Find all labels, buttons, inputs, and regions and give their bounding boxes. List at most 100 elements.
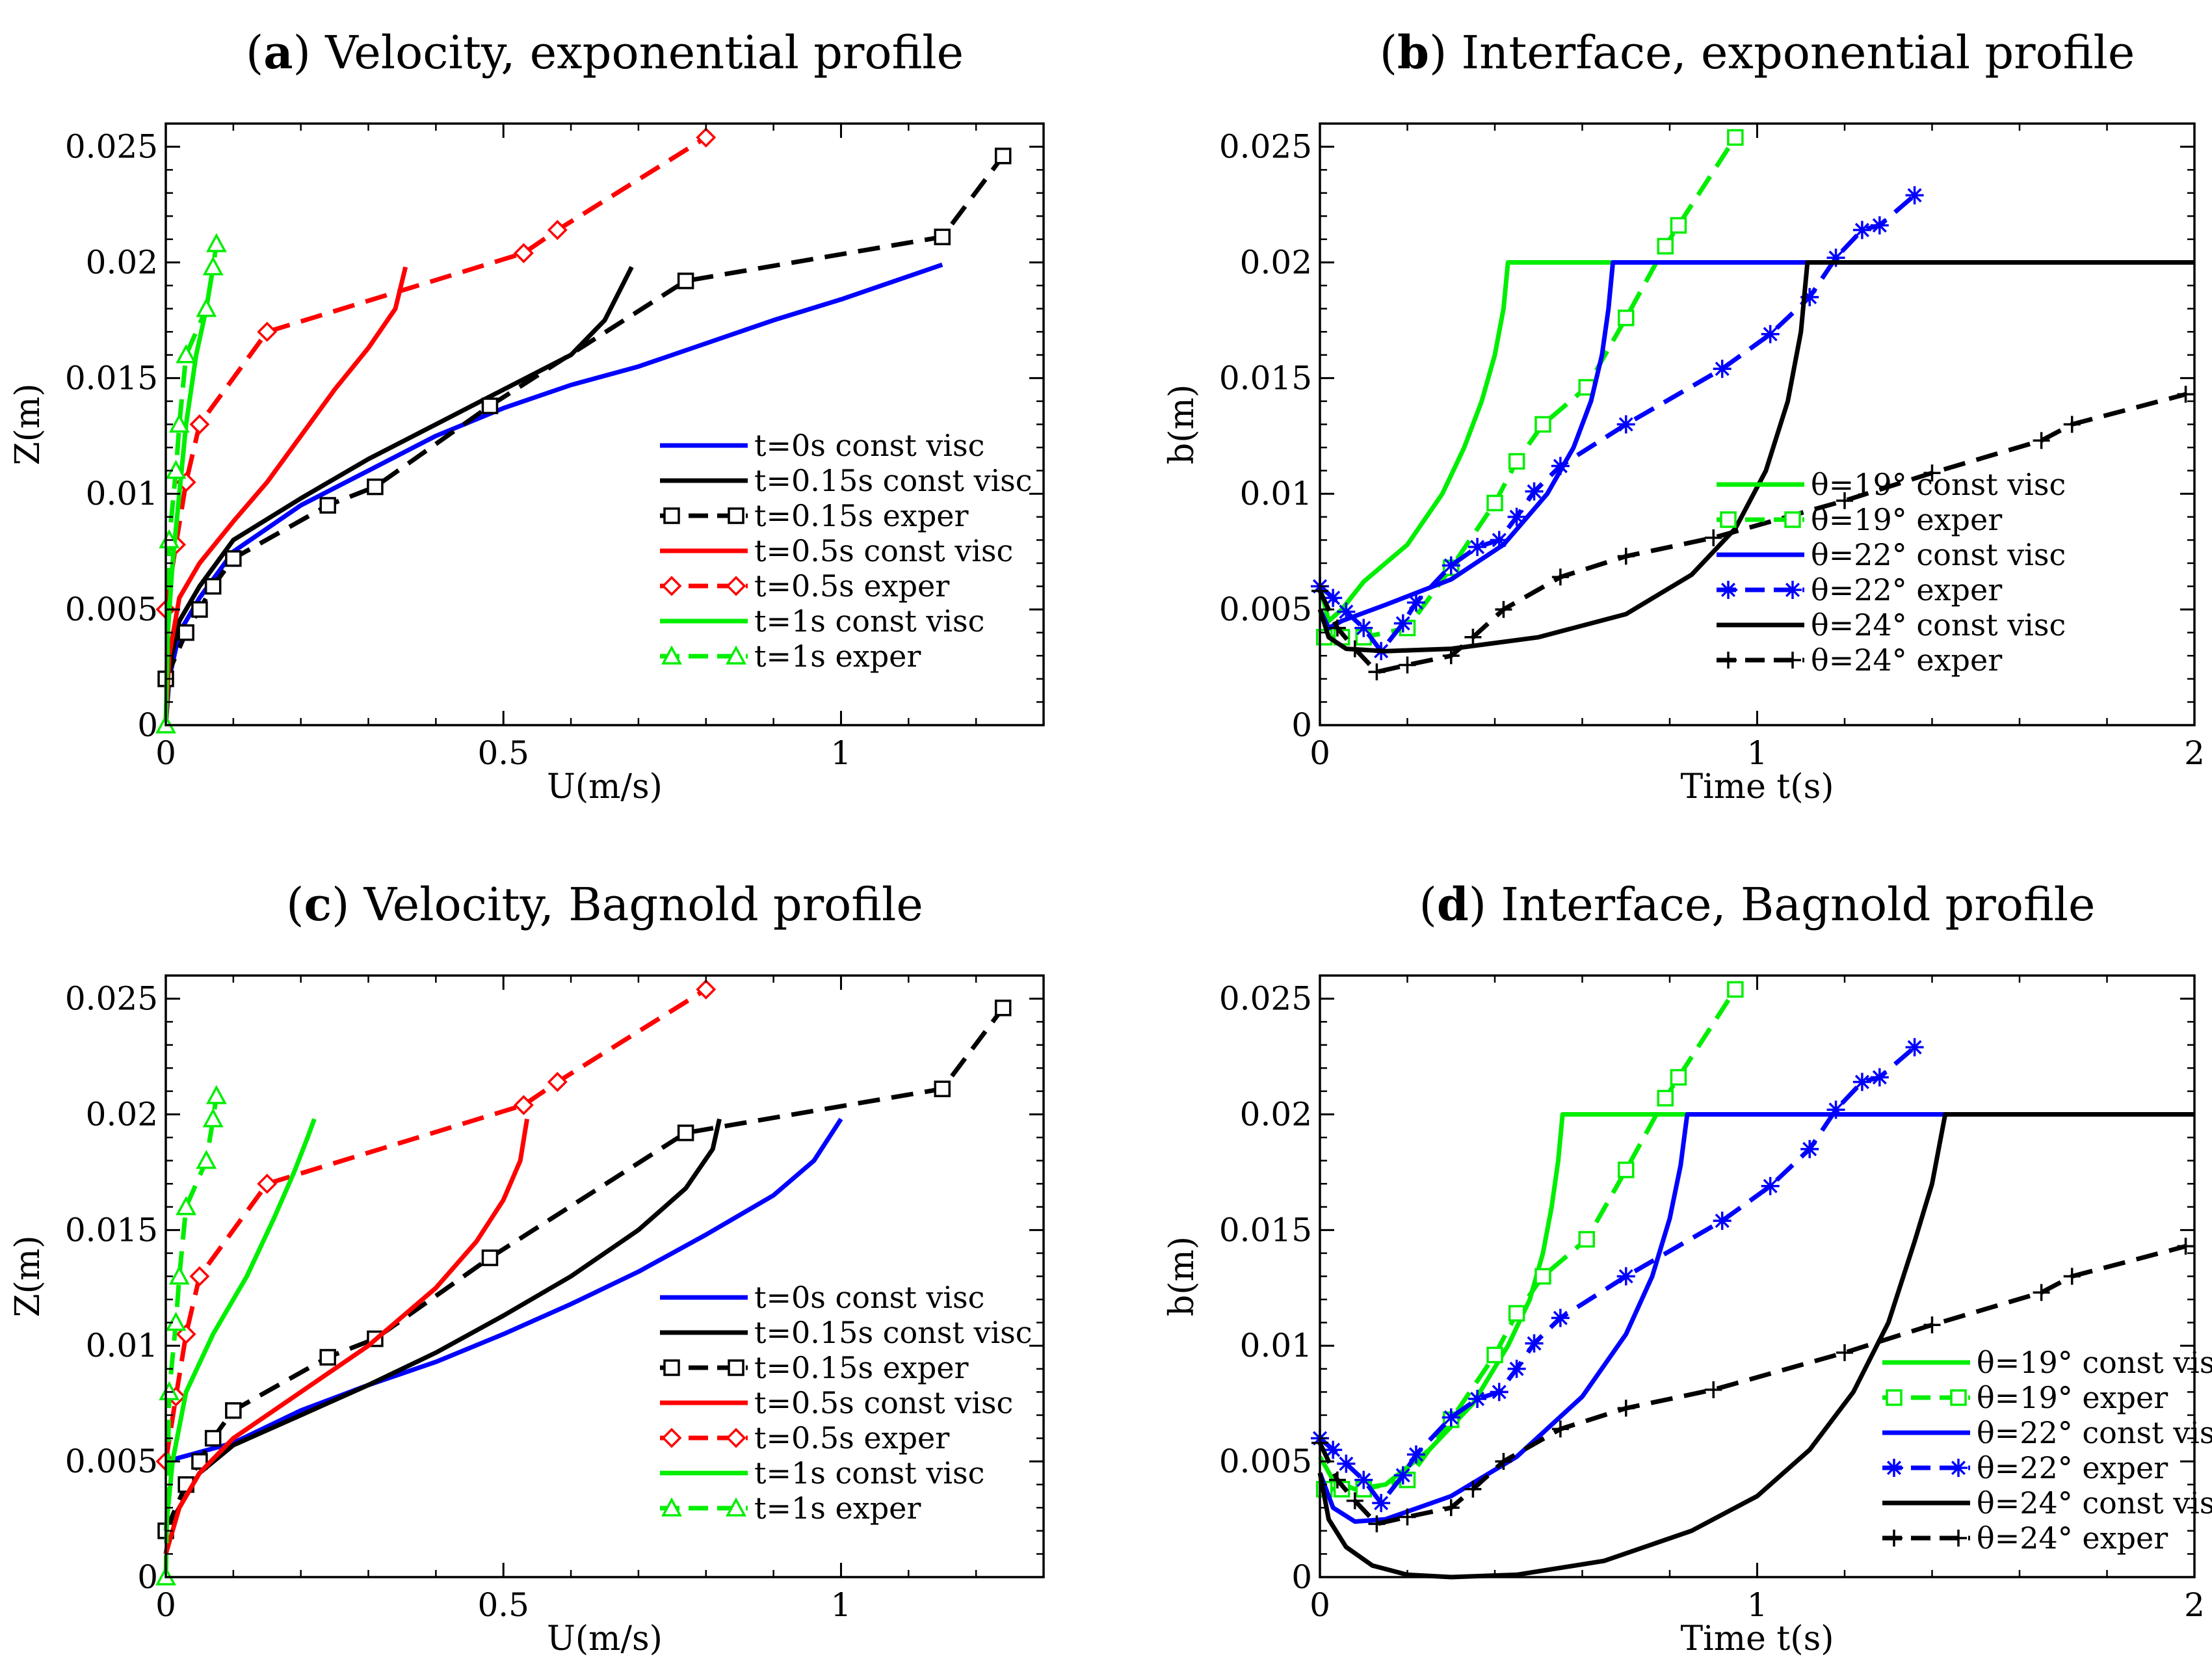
legend-entry: θ=22° exper <box>1717 572 2002 607</box>
series-3 <box>1317 260 2194 631</box>
data-point <box>994 148 1012 165</box>
legend-marker <box>661 1497 682 1517</box>
data-point <box>1761 1176 1780 1195</box>
legend-marker <box>1784 652 1801 669</box>
data-point <box>1495 1453 1512 1470</box>
data-point <box>1713 360 1731 379</box>
panel-letter: a <box>263 25 293 79</box>
data-point <box>2177 386 2194 403</box>
legend-label: t=0s const visc <box>754 428 984 463</box>
panel-letter: c <box>304 877 332 931</box>
x-tick-label: 1 <box>831 1586 852 1624</box>
legend-entry: θ=19° exper <box>1717 502 2002 537</box>
legend-label: t=1s const visc <box>754 604 984 639</box>
series-line <box>1317 1243 2187 1526</box>
series-4 <box>163 266 408 726</box>
data-point <box>994 1000 1012 1016</box>
data-point <box>1442 647 1460 665</box>
y-tick-label: 0 <box>1291 706 1312 744</box>
y-tick-label: 0.01 <box>86 475 158 512</box>
data-point <box>1324 589 1343 607</box>
x-tick-label: 0.5 <box>477 734 529 772</box>
data-point <box>202 256 224 276</box>
data-point <box>1617 548 1635 565</box>
data-point <box>204 1429 222 1447</box>
data-point <box>1406 593 1425 612</box>
x-axis-label: U(m/s) <box>547 767 663 806</box>
data-point <box>1486 1346 1503 1364</box>
legend-marker <box>1720 511 1737 528</box>
legend-marker <box>661 645 682 665</box>
legend-label: θ=24° exper <box>1977 1521 2168 1556</box>
x-tick-label: 2 <box>2184 1586 2205 1624</box>
data-point <box>1442 1499 1460 1517</box>
x-tick-label: 0.5 <box>477 1586 529 1624</box>
series-4 <box>163 1119 530 1555</box>
legend-entry: t=0.5s exper <box>660 568 949 604</box>
data-point <box>1870 216 1889 235</box>
data-point <box>1534 416 1551 433</box>
data-point <box>1727 129 1744 146</box>
series-line <box>1317 260 2194 631</box>
data-point <box>1464 1480 1482 1498</box>
legend-entry: θ=24° exper <box>1882 1521 2168 1556</box>
legend-entry: t=1s const visc <box>660 604 984 639</box>
y-tick-label: 0.005 <box>65 1442 158 1480</box>
legend-entry: t=0.5s exper <box>660 1420 949 1455</box>
data-point <box>1616 415 1635 434</box>
y-axis-label: Z(m) <box>8 383 47 465</box>
legend-marker <box>728 1359 744 1376</box>
data-point <box>257 321 278 342</box>
data-point <box>1507 507 1526 526</box>
data-point <box>1923 1316 1941 1334</box>
data-point <box>1372 1494 1391 1513</box>
y-tick-label: 0.01 <box>86 1327 158 1364</box>
data-point <box>257 1173 278 1194</box>
legend-label: t=0.15s exper <box>754 498 969 533</box>
legend-label: θ=19° const visc <box>1811 467 2066 502</box>
data-point <box>513 1095 534 1115</box>
y-axis: 0 0.005 0.01 0.015 0.02 0.025 Z(m) <box>8 122 1044 744</box>
legend-marker <box>1886 1530 1903 1547</box>
series-5 <box>1317 260 2194 654</box>
data-point <box>1617 1400 1635 1417</box>
x-tick-label: 1 <box>1747 1586 1768 1624</box>
legend-marker <box>1949 1459 1968 1477</box>
legend-marker <box>1719 581 1737 599</box>
data-point <box>1836 492 1853 509</box>
data-point <box>205 1085 227 1104</box>
data-point <box>1368 663 1386 681</box>
y-axis: 0 0.005 0.01 0.015 0.02 0.025 Z(m) <box>8 974 1044 1596</box>
data-point <box>1346 1492 1363 1509</box>
data-point <box>1923 464 1941 482</box>
x-axis: 0 0.5 1 U(m/s) <box>155 976 1045 1658</box>
data-point <box>1468 1390 1487 1409</box>
x-axis: 0 1 2 Time t(s) <box>1310 976 2205 1658</box>
legend-entry: θ=24° const visc <box>1717 607 2066 643</box>
x-tick-label: 0 <box>155 734 176 772</box>
data-point <box>1761 325 1780 343</box>
data-point <box>934 1080 951 1098</box>
data-point <box>547 220 568 241</box>
legend-label: t=0.15s exper <box>754 1350 969 1385</box>
data-point <box>481 1249 499 1266</box>
data-point <box>1525 482 1544 501</box>
data-point <box>2177 1238 2194 1255</box>
legend-entry: θ=22° const visc <box>1882 1415 2212 1450</box>
data-point <box>202 1108 224 1128</box>
data-point <box>1578 1230 1595 1248</box>
data-point <box>1337 1454 1356 1473</box>
y-tick-label: 0.025 <box>65 980 158 1018</box>
data-point <box>934 228 951 246</box>
data-point <box>1800 287 1819 306</box>
y-axis: 0 0.005 0.01 0.015 0.02 0.025 b(m) <box>1163 974 2194 1596</box>
data-point <box>1442 1408 1460 1427</box>
chart-title: (c) Velocity, Bagnold profile <box>286 877 923 931</box>
data-point <box>225 550 242 567</box>
data-point <box>1670 217 1687 234</box>
data-point <box>1826 1100 1845 1119</box>
series-6 <box>1311 386 2194 681</box>
y-tick-label: 0.015 <box>65 1211 158 1249</box>
data-point <box>513 243 534 263</box>
